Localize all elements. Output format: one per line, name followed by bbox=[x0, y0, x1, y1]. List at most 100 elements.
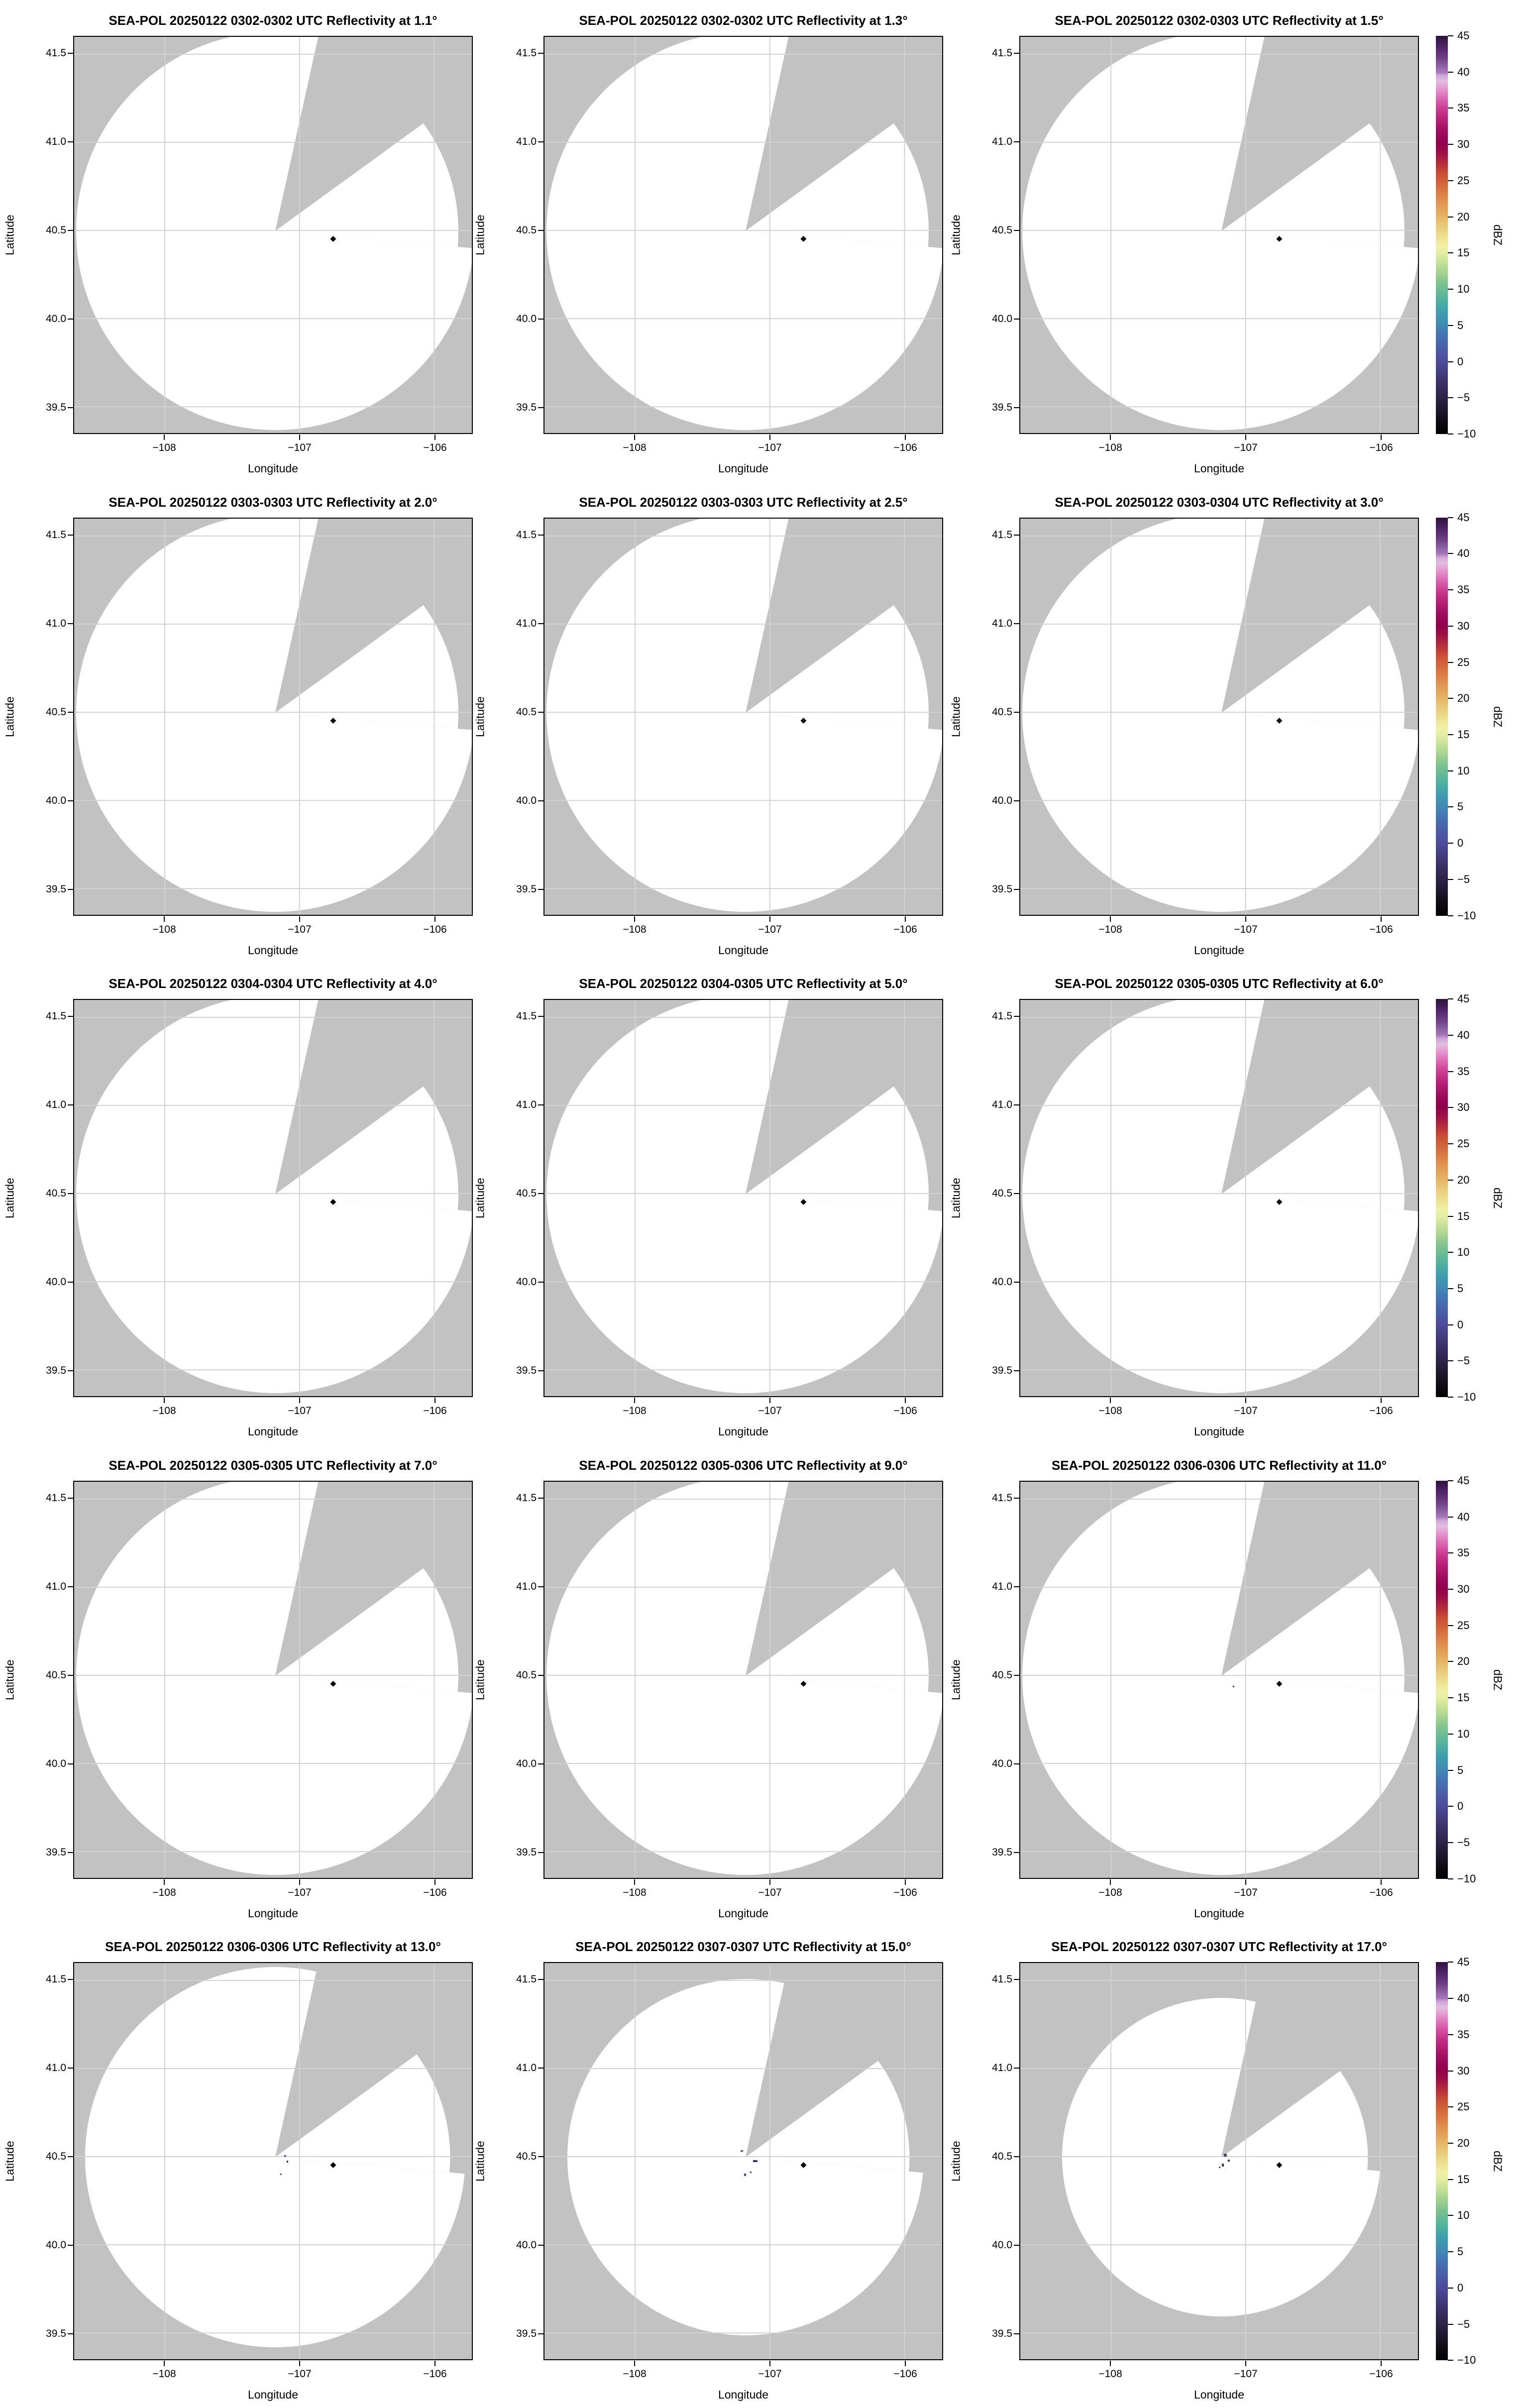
colorbar-tick-label: 25 bbox=[1457, 174, 1470, 187]
y-tick-mark bbox=[68, 623, 73, 624]
colorbar-tick-label: 25 bbox=[1457, 656, 1470, 668]
colorbar-tick-label: 15 bbox=[1457, 1209, 1470, 1222]
y-tick-label: 39.5 bbox=[516, 1846, 537, 1858]
x-tick-mark bbox=[769, 916, 770, 922]
x-tick-label: −108 bbox=[1098, 442, 1122, 453]
y-tick-label: 40.5 bbox=[46, 706, 66, 718]
colorbar-tick-mark bbox=[1448, 1360, 1453, 1362]
radar-panel: SEA-POL 20250122 0305-0305 UTC Reflectiv… bbox=[0, 1445, 473, 1927]
x-tick-label: −108 bbox=[152, 923, 176, 935]
plot-wrap: SEA-POL 20250122 0302-0302 UTC Reflectiv… bbox=[474, 0, 943, 481]
y-tick-label: 40.0 bbox=[992, 1276, 1012, 1288]
colorbar-tick-mark bbox=[1448, 1625, 1453, 1626]
y-tick-mark bbox=[538, 1763, 543, 1764]
radar-coverage-area bbox=[546, 1481, 942, 1875]
plot-area bbox=[543, 999, 943, 1398]
y-tick-label: 41.0 bbox=[516, 1580, 537, 1592]
colorbar-tick-label: 10 bbox=[1457, 1727, 1470, 1740]
plot-wrap: SEA-POL 20250122 0305-0305 UTC Reflectiv… bbox=[3, 1445, 473, 1926]
colorbar-tick-label: 30 bbox=[1457, 2064, 1470, 2077]
colorbar-tick-label: 20 bbox=[1457, 210, 1470, 223]
x-tick-mark bbox=[634, 435, 635, 440]
radar-panel: SEA-POL 20250122 0304-0304 UTC Reflectiv… bbox=[0, 963, 473, 1445]
y-tick-label: 41.5 bbox=[46, 1010, 66, 1022]
panel-title: SEA-POL 20250122 0306-0306 UTC Reflectiv… bbox=[1051, 1457, 1387, 1473]
y-tick-label: 39.5 bbox=[46, 883, 66, 895]
echo-pixel bbox=[1223, 2154, 1227, 2157]
x-tick-label: −107 bbox=[288, 1886, 312, 1898]
colorbar-tick-mark bbox=[1448, 1324, 1453, 1325]
colorbar-tick-label: 0 bbox=[1457, 837, 1464, 850]
radar-panel: SEA-POL 20250122 0307-0307 UTC Reflectiv… bbox=[943, 1926, 1419, 2408]
x-tick-label: −107 bbox=[1234, 923, 1258, 935]
panel-title: SEA-POL 20250122 0304-0304 UTC Reflectiv… bbox=[108, 976, 437, 991]
y-axis-label: Latitude bbox=[949, 696, 963, 737]
x-tick-label: −106 bbox=[1369, 442, 1393, 453]
y-tick-mark bbox=[68, 1193, 73, 1195]
colorbar-tick-mark bbox=[1448, 2215, 1453, 2216]
colorbar-tick-label: 5 bbox=[1457, 800, 1464, 813]
y-tick-label: 39.5 bbox=[992, 1365, 1012, 1377]
colorbar-tick-mark bbox=[1448, 915, 1453, 916]
y-tick-mark bbox=[1014, 623, 1019, 624]
y-axis-label: Latitude bbox=[3, 2141, 16, 2182]
x-tick-mark bbox=[1381, 435, 1382, 440]
y-tick-label: 40.5 bbox=[516, 224, 537, 236]
station-marker bbox=[1276, 1680, 1283, 1687]
plot-area bbox=[73, 36, 473, 434]
colorbar-tick-label: 35 bbox=[1457, 2028, 1470, 2041]
y-tick-label: 40.5 bbox=[992, 1188, 1012, 1200]
y-tick-mark bbox=[68, 141, 73, 142]
y-tick-label: 40.5 bbox=[992, 1669, 1012, 1681]
x-tick-mark bbox=[905, 1398, 906, 1404]
y-tick-mark bbox=[538, 2245, 543, 2246]
y-tick-mark bbox=[68, 2333, 73, 2335]
radar-ppi-svg bbox=[1020, 518, 1418, 915]
plot-wrap: SEA-POL 20250122 0302-0302 UTC Reflectiv… bbox=[3, 0, 473, 481]
x-tick-label: −107 bbox=[288, 2368, 312, 2380]
y-tick-mark bbox=[1014, 1674, 1019, 1676]
colorbar-tick-mark bbox=[1448, 1661, 1453, 1662]
colorbar-tick-label: 0 bbox=[1457, 2281, 1464, 2294]
colorbar-tick-mark bbox=[1448, 517, 1453, 518]
plot-area bbox=[543, 1480, 943, 1879]
x-tick-label: −107 bbox=[758, 2368, 782, 2380]
y-tick-label: 41.0 bbox=[516, 2062, 537, 2074]
plot-wrap: SEA-POL 20250122 0306-0306 UTC Reflectiv… bbox=[3, 1926, 473, 2408]
y-tick-label: 40.5 bbox=[516, 2151, 537, 2163]
x-tick-label: −106 bbox=[1369, 923, 1393, 935]
colorbar-tick-mark bbox=[1448, 2360, 1453, 2361]
colorbar-tick-mark bbox=[1448, 1769, 1453, 1771]
x-tick-label: −108 bbox=[1098, 1886, 1122, 1898]
colorbar-area: dBZ 45 40 35 30 25 20 15 10 5 0 −5 −10 bbox=[1419, 482, 1517, 964]
x-axis-label: Longitude bbox=[718, 462, 769, 475]
y-tick-mark bbox=[68, 800, 73, 801]
y-tick-label: 41.0 bbox=[516, 617, 537, 629]
colorbar-tick-mark bbox=[1448, 1480, 1453, 1481]
station-marker bbox=[330, 1199, 336, 1205]
y-tick-label: 40.0 bbox=[992, 794, 1012, 806]
y-tick-mark bbox=[68, 2245, 73, 2246]
y-axis-label: Latitude bbox=[949, 215, 963, 255]
y-tick-label: 41.0 bbox=[992, 617, 1012, 629]
y-tick-mark bbox=[538, 1852, 543, 1853]
x-tick-mark bbox=[769, 2361, 770, 2367]
y-tick-label: 40.0 bbox=[46, 1757, 66, 1769]
plot-wrap: SEA-POL 20250122 0302-0303 UTC Reflectiv… bbox=[950, 0, 1419, 481]
x-tick-mark bbox=[434, 435, 435, 440]
y-tick-label: 40.5 bbox=[46, 224, 66, 236]
x-tick-label: −107 bbox=[758, 1886, 782, 1898]
colorbar-tick-mark bbox=[1448, 2179, 1453, 2180]
y-tick-mark bbox=[68, 2068, 73, 2069]
colorbar-gradient bbox=[1436, 999, 1448, 1398]
colorbar-tick-mark bbox=[1448, 1697, 1453, 1699]
x-tick-mark bbox=[1381, 1398, 1382, 1404]
y-tick-mark bbox=[1014, 711, 1019, 713]
radar-coverage-wedge bbox=[745, 1568, 929, 1692]
y-tick-label: 41.5 bbox=[992, 1010, 1012, 1022]
plot-area bbox=[543, 517, 943, 916]
colorbar-tick-label: 45 bbox=[1457, 29, 1470, 42]
x-tick-label: −108 bbox=[152, 442, 176, 453]
plot-wrap: SEA-POL 20250122 0304-0304 UTC Reflectiv… bbox=[3, 963, 473, 1444]
y-tick-label: 40.0 bbox=[516, 313, 537, 325]
